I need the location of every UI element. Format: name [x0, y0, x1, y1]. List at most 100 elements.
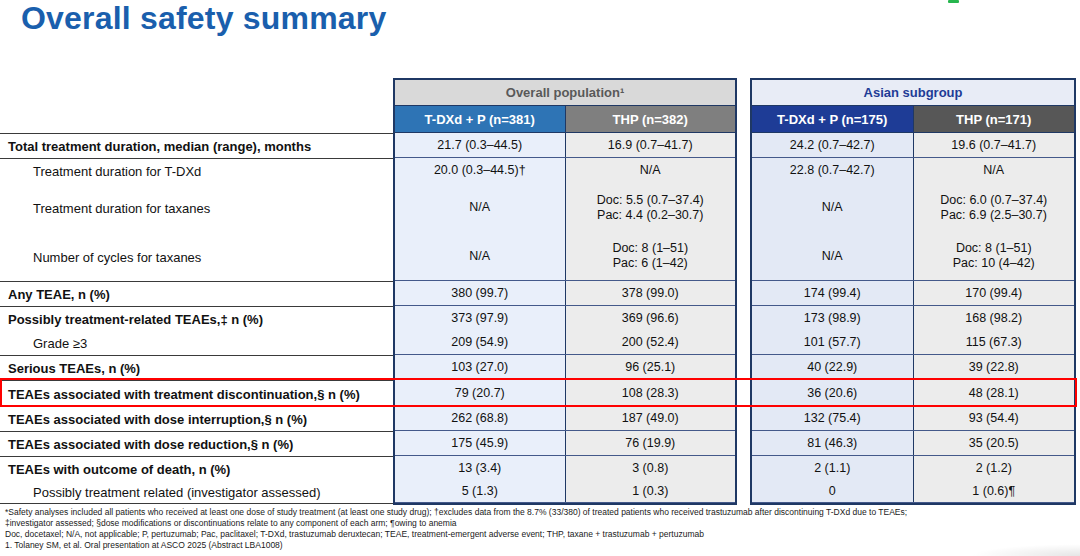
table-row: 79 (20.7)108 (28.3): [395, 380, 735, 406]
table-cell: 168 (98.2): [913, 306, 1075, 331]
table-cell: 21.7 (0.3–44.5): [395, 133, 565, 157]
table-row: 22.8 (0.7–42.7)N/A: [752, 158, 1074, 183]
table-cell: 187 (49.0): [565, 406, 736, 430]
table-cell: N/A: [752, 183, 913, 232]
table-cell: 48 (28.1): [913, 380, 1075, 406]
table-row: 175 (45.9)76 (19.9): [395, 431, 735, 456]
table-cell: 101 (57.7): [752, 331, 913, 354]
row-label: Total treatment duration, median (range)…: [0, 134, 393, 159]
group-title-overall-population: Overall population¹: [395, 80, 735, 106]
table-cell: 39 (22.8): [913, 355, 1075, 379]
table-cell: Doc: 8 (1–51) Pac: 10 (4–42): [913, 232, 1075, 280]
table-cell: 19.6 (0.7–41.7): [913, 133, 1075, 157]
footnote-line: *Safety analyses included all patients w…: [5, 507, 1077, 518]
table-row: 81 (46.3)35 (20.5): [752, 431, 1074, 456]
row-label: TEAEs with outcome of death, n (%): [0, 457, 393, 481]
table-cell: 35 (20.5): [913, 431, 1075, 455]
table-cell: 2 (1.1): [752, 456, 913, 480]
group-asian-subgroup: Asian subgroup T-DXd + P (n=175) THP (n=…: [750, 78, 1076, 505]
column-header-thp-asian: THP (n=171): [913, 106, 1075, 132]
table-cell: 108 (28.3): [565, 380, 736, 406]
group-body-asian-subgroup: 24.2 (0.7–42.7)19.6 (0.7–41.7)22.8 (0.7–…: [752, 133, 1074, 503]
table-cell: 369 (96.6): [565, 306, 736, 331]
table-row: N/ADoc: 5.5 (0.7–37.4) Pac: 4.4 (0.2–30.…: [395, 183, 735, 232]
table-cell: Doc: 5.5 (0.7–37.4) Pac: 4.4 (0.2–30.7): [565, 183, 736, 232]
table-cell: 3 (0.8): [565, 456, 736, 480]
table-cell: 1 (0.3): [565, 480, 736, 502]
table-row: 262 (68.8)187 (49.0): [395, 406, 735, 431]
slide: Overall safety summary Total treatment d…: [0, 0, 1080, 556]
table-cell: 373 (97.9): [395, 306, 565, 331]
table-cell: 103 (27.0): [395, 355, 565, 379]
table-cell: 380 (99.7): [395, 281, 565, 305]
row-label: TEAEs associated with dose reduction,§ n…: [0, 432, 393, 457]
table-row: 380 (99.7)378 (99.0): [395, 281, 735, 306]
footnote-line: Doc, docetaxel; N/A, not applicable; P, …: [5, 529, 1077, 540]
table-cell: 20.0 (0.3–44.5)†: [395, 158, 565, 183]
table-cell: 174 (99.4): [752, 281, 913, 305]
row-label: Treatment duration for taxanes: [0, 184, 393, 233]
table-row: 2 (1.1)2 (1.2): [752, 456, 1074, 480]
table-row: 40 (22.9)39 (22.8): [752, 355, 1074, 380]
table-cell: 175 (45.9): [395, 431, 565, 455]
table-row: 24.2 (0.7–42.7)19.6 (0.7–41.7): [752, 133, 1074, 158]
page-title: Overall safety summary: [21, 0, 387, 37]
row-label-column: Total treatment duration, median (range)…: [0, 133, 393, 504]
row-label: Serious TEAEs, n (%): [0, 356, 393, 381]
row-label: Possibly treatment-related TEAEs,‡ n (%): [0, 307, 393, 332]
footnote-line: 1. Tolaney SM, et al. Oral presentation …: [5, 540, 1077, 551]
table-cell: 40 (22.9): [752, 355, 913, 379]
table-cell: 2 (1.2): [913, 456, 1075, 480]
page-corner-shadow: [970, 544, 1080, 556]
table-cell: N/A: [395, 232, 565, 280]
row-label: Possibly treatment related (investigator…: [0, 481, 393, 504]
table-cell: 378 (99.0): [565, 281, 736, 305]
table-cell: N/A: [913, 158, 1075, 183]
table-cell: 93 (54.4): [913, 406, 1075, 430]
table-cell: 16.9 (0.7–41.7): [565, 133, 736, 157]
table-row: N/ADoc: 8 (1–51) Pac: 10 (4–42): [752, 232, 1074, 281]
table-row: 01 (0.6)¶: [752, 480, 1074, 503]
table-cell: 200 (52.4): [565, 331, 736, 354]
group-overall-population: Overall population¹ T-DXd + P (n=381) TH…: [393, 78, 737, 505]
table-row: 173 (98.9)168 (98.2): [752, 306, 1074, 331]
table-cell: 209 (54.9): [395, 331, 565, 354]
column-header-row: T-DXd + P (n=175) THP (n=171): [752, 106, 1074, 133]
table-cell: 1 (0.6)¶: [913, 480, 1075, 502]
table-cell: 13 (3.4): [395, 456, 565, 480]
table-row: 101 (57.7)115 (67.3): [752, 331, 1074, 355]
table-cell: 115 (67.3): [913, 331, 1075, 354]
column-header-tdxd-overall: T-DXd + P (n=381): [395, 106, 565, 132]
group-body-overall-population: 21.7 (0.3–44.5)16.9 (0.7–41.7)20.0 (0.3–…: [395, 133, 735, 503]
table-row: 132 (75.4)93 (54.4): [752, 406, 1074, 431]
footnote-line: ‡investigator assessed; §dose modificati…: [5, 518, 1077, 529]
table-cell: Doc: 8 (1–51) Pac: 6 (1–42): [565, 232, 736, 280]
table-cell: 81 (46.3): [752, 431, 913, 455]
table-row: 36 (20.6)48 (28.1): [752, 380, 1074, 406]
table-cell: Doc: 6.0 (0.7–37.4) Pac: 6.9 (2.5–30.7): [913, 183, 1075, 232]
table-cell: 79 (20.7): [395, 380, 565, 406]
table-cell: 170 (99.4): [913, 281, 1075, 305]
table-cell: 0: [752, 480, 913, 502]
table-cell: 24.2 (0.7–42.7): [752, 133, 913, 157]
table-cell: 22.8 (0.7–42.7): [752, 158, 913, 183]
column-header-thp-overall: THP (n=382): [565, 106, 736, 132]
table-cell: 173 (98.9): [752, 306, 913, 331]
table-row: 5 (1.3)1 (0.3): [395, 480, 735, 503]
table-cell: 132 (75.4): [752, 406, 913, 430]
table-row: 103 (27.0)96 (25.1): [395, 355, 735, 380]
table-cell: 262 (68.8): [395, 406, 565, 430]
row-label: Treatment duration for T-DXd: [0, 159, 393, 184]
column-header-tdxd-asian: T-DXd + P (n=175): [752, 106, 913, 132]
table-row: N/ADoc: 6.0 (0.7–37.4) Pac: 6.9 (2.5–30.…: [752, 183, 1074, 232]
table-row: 13 (3.4)3 (0.8): [395, 456, 735, 480]
table-row: 174 (99.4)170 (99.4): [752, 281, 1074, 306]
table-row: 373 (97.9)369 (96.6): [395, 306, 735, 331]
row-label: Any TEAE, n (%): [0, 282, 393, 307]
group-title-asian-subgroup: Asian subgroup: [752, 80, 1074, 106]
table-row: N/ADoc: 8 (1–51) Pac: 6 (1–42): [395, 232, 735, 281]
row-label: TEAEs associated with dose interruption,…: [0, 407, 393, 432]
table-cell: N/A: [395, 183, 565, 232]
table-cell: 76 (19.9): [565, 431, 736, 455]
column-header-row: T-DXd + P (n=381) THP (n=382): [395, 106, 735, 133]
